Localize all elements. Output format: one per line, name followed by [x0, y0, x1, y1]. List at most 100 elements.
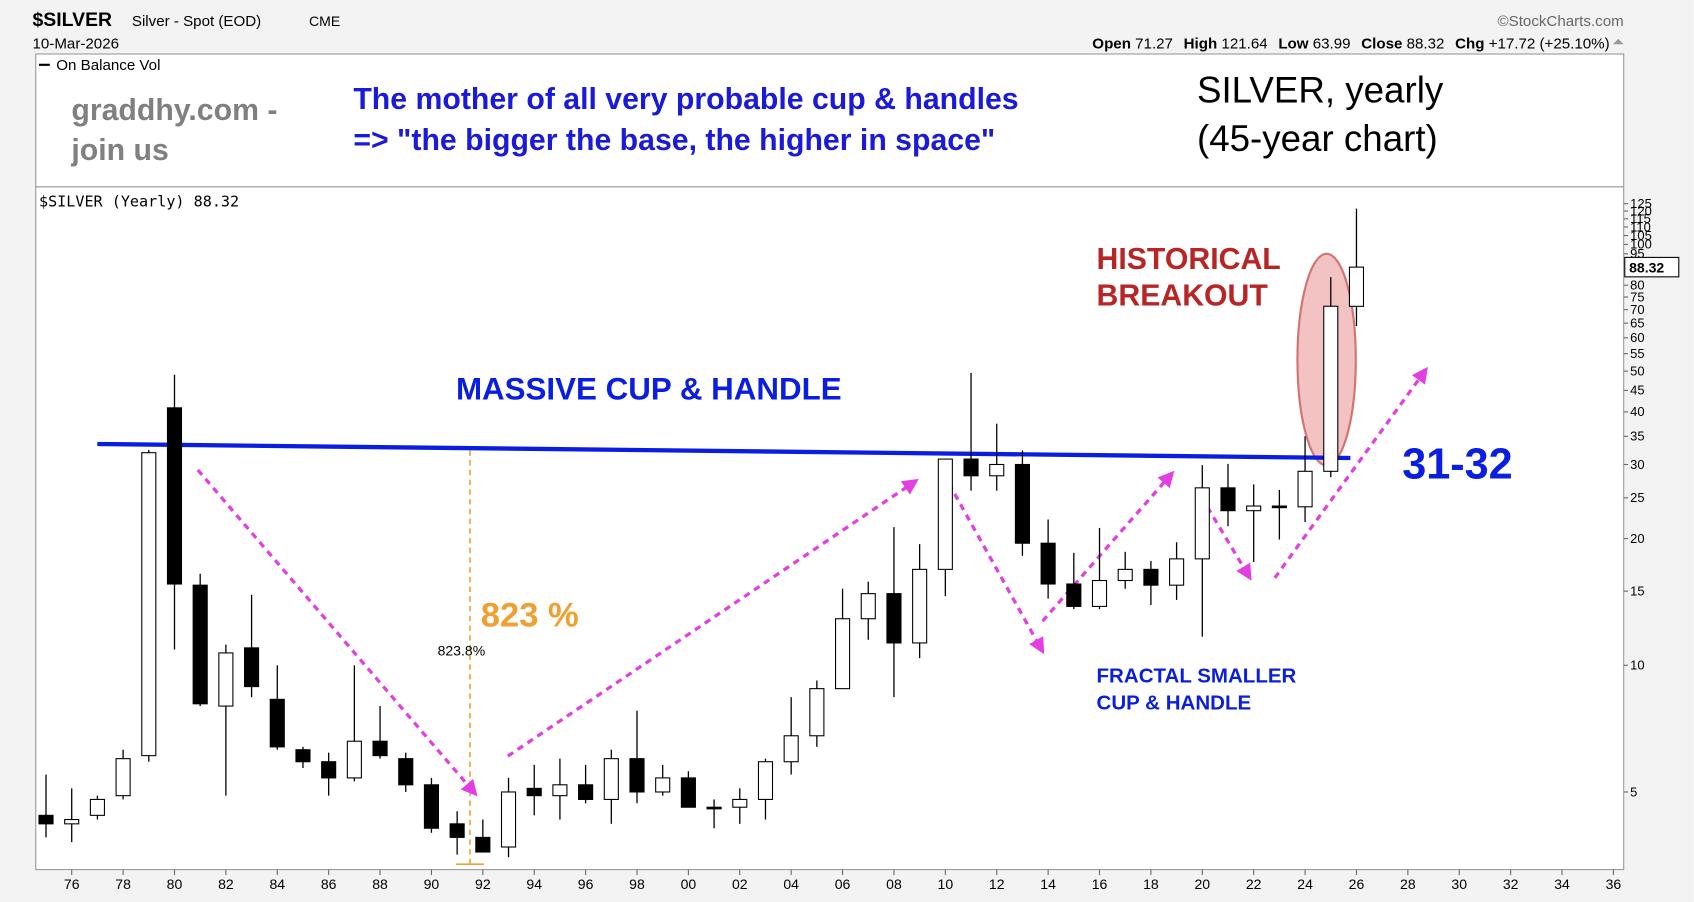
- y-tick-label: 80: [1630, 278, 1644, 293]
- x-tick-label: 06: [835, 876, 851, 892]
- candle-body: [526, 787, 542, 797]
- fractal-text: CUP & HANDLE: [1097, 692, 1252, 715]
- candle-body: [1014, 463, 1030, 544]
- high-label: High: [1184, 36, 1218, 53]
- candle-body: [269, 698, 285, 748]
- low-label: Low: [1278, 36, 1308, 53]
- candle-body: [141, 452, 157, 757]
- candle-body: [835, 618, 851, 690]
- y-tick-label: 60: [1630, 330, 1644, 345]
- candle-body: [937, 458, 953, 570]
- x-tick-label: 12: [989, 876, 1005, 892]
- x-tick-label: 94: [526, 876, 542, 892]
- candle-body: [886, 593, 902, 644]
- x-tick-label: 28: [1400, 876, 1416, 892]
- headline: The mother of all very probable cup & ha…: [353, 83, 1018, 116]
- x-tick-label: 04: [783, 876, 799, 892]
- candle-body: [912, 568, 928, 644]
- plot: 76 78 80 82 84 86 88 90 92 94 96 98 00 02 04 06 08 10 12 14…: [38, 196, 1680, 892]
- candle-body: [603, 758, 619, 800]
- candle-body: [398, 758, 414, 786]
- x-tick-label: 20: [1194, 876, 1210, 892]
- y-tick-label: 105: [1630, 228, 1652, 243]
- x-tick-label: 96: [578, 876, 594, 892]
- candle-body: [989, 463, 1005, 477]
- candle-body: [809, 688, 825, 737]
- y-tick-label: 65: [1630, 315, 1644, 330]
- indicator-panel: [35, 53, 1625, 188]
- candle-body: [655, 777, 671, 793]
- candle-body: [1091, 579, 1108, 607]
- candle-body: [757, 761, 774, 800]
- gain-measure: 823.8%: [438, 643, 486, 659]
- x-tick-label: 02: [732, 876, 748, 892]
- candle-body: [1066, 583, 1082, 607]
- candle-body: [963, 458, 979, 477]
- x-tick-label: 76: [64, 876, 80, 892]
- x-tick-label: 10: [938, 876, 954, 892]
- candle-body: [578, 784, 594, 800]
- breakout-text: BREAKOUT: [1097, 280, 1269, 313]
- candle-body: [475, 836, 491, 853]
- candle-body: [449, 823, 465, 838]
- candle-body: [1323, 305, 1339, 472]
- candle-body: [1220, 487, 1236, 512]
- credit: ©StockCharts.com: [1498, 13, 1624, 30]
- chg-label: Chg: [1455, 36, 1484, 53]
- y-tick-label: 5: [1630, 784, 1637, 799]
- x-tick-label: 36: [1606, 876, 1622, 892]
- x-tick-label: 86: [321, 876, 337, 892]
- exchange: CME: [309, 13, 340, 29]
- y-tick-label: 75: [1630, 289, 1644, 304]
- candle-body: [192, 584, 208, 705]
- candle-body: [1297, 470, 1313, 508]
- site-text: join us: [70, 134, 168, 167]
- high-value: 121.64: [1221, 36, 1267, 53]
- y-tick-label: 35: [1630, 429, 1644, 444]
- y-tick-label: 20: [1630, 531, 1644, 546]
- candle-body: [732, 798, 748, 808]
- y-tick-label: 120: [1630, 203, 1652, 218]
- y-tick-label: 110: [1630, 219, 1651, 234]
- y-tick-label: 30: [1630, 457, 1644, 472]
- candle-body: [89, 798, 105, 816]
- pattern-text: MASSIVE CUP & HANDLE: [456, 372, 842, 407]
- candle-body: [244, 647, 260, 688]
- x-tick-label: 22: [1246, 876, 1262, 892]
- x-tick-label: 16: [1092, 876, 1108, 892]
- x-tick-label: 92: [475, 876, 491, 892]
- close-value: 88.32: [1407, 36, 1445, 53]
- legend-value: 88.32: [194, 192, 239, 210]
- site-text: graddhy.com -: [71, 94, 277, 127]
- ohlc-summary: Open 71.27 High 121.64 Low 63.99 Close 8…: [1092, 36, 1609, 53]
- candle-body: [295, 749, 311, 763]
- last-price-label: 88.32: [1629, 260, 1664, 276]
- candle-body: [321, 761, 337, 779]
- y-tick-label: 40: [1630, 404, 1644, 419]
- chart-title: (45-year chart): [1197, 118, 1438, 159]
- candle-body: [64, 819, 80, 825]
- candle-body: [423, 784, 440, 829]
- x-tick-label: 84: [269, 876, 285, 892]
- candle-body: [38, 814, 54, 825]
- symbol: $SILVER: [32, 9, 112, 31]
- x-tick-label: 78: [115, 876, 131, 892]
- candle-body: [1271, 505, 1287, 509]
- candle-body: [1143, 568, 1159, 586]
- price-panel: [35, 186, 1625, 871]
- candle-body: [1117, 568, 1133, 582]
- low-value: 63.99: [1313, 36, 1351, 53]
- x-tick-label: 80: [167, 876, 183, 892]
- candle-body: [552, 784, 568, 797]
- menu-arrow[interactable]: [1612, 38, 1624, 45]
- candle-body: [783, 735, 799, 763]
- x-tick-label: 24: [1297, 876, 1313, 892]
- resistance-line: [97, 441, 1351, 461]
- candle-body: [115, 758, 131, 797]
- candle-body: [680, 777, 696, 808]
- candle-body: [346, 740, 362, 779]
- gain-text: 823 %: [481, 597, 579, 635]
- x-tick-label: 18: [1143, 876, 1159, 892]
- y-tick-label: 15: [1630, 583, 1644, 598]
